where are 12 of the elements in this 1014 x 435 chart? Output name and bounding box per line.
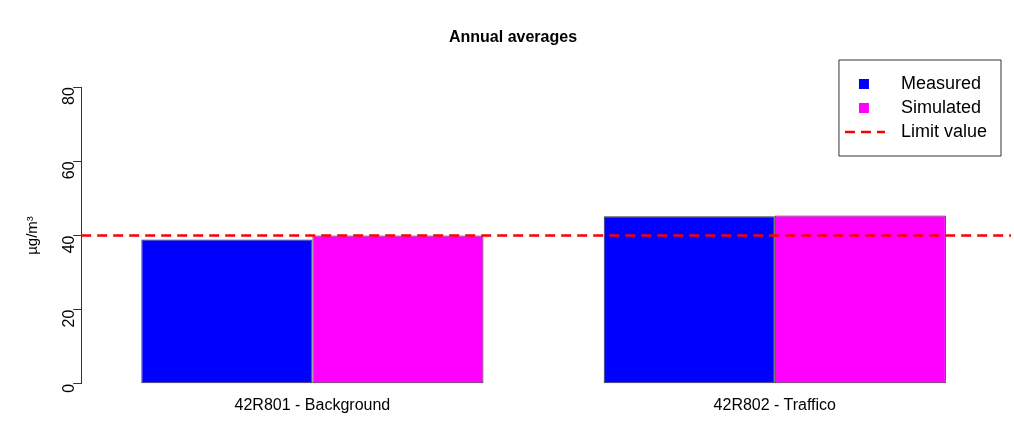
y-tick-label: 20: [59, 309, 77, 328]
x-tick-label: 42R801 - Background: [234, 395, 391, 413]
legend-label: Measured: [900, 72, 982, 93]
legend-label: Simulated: [900, 96, 982, 117]
y-tick-label: 60: [59, 161, 77, 180]
chart-title: Annual averages: [448, 28, 578, 46]
y-axis-title: µg/m³: [23, 216, 41, 255]
y-tick-label: 0: [59, 383, 77, 393]
x-tick-label: 42R802 - Traffico: [713, 395, 837, 413]
y-tick-label: 40: [59, 235, 77, 254]
legend-label: Limit value: [900, 120, 988, 141]
y-tick-label: 80: [59, 87, 77, 105]
